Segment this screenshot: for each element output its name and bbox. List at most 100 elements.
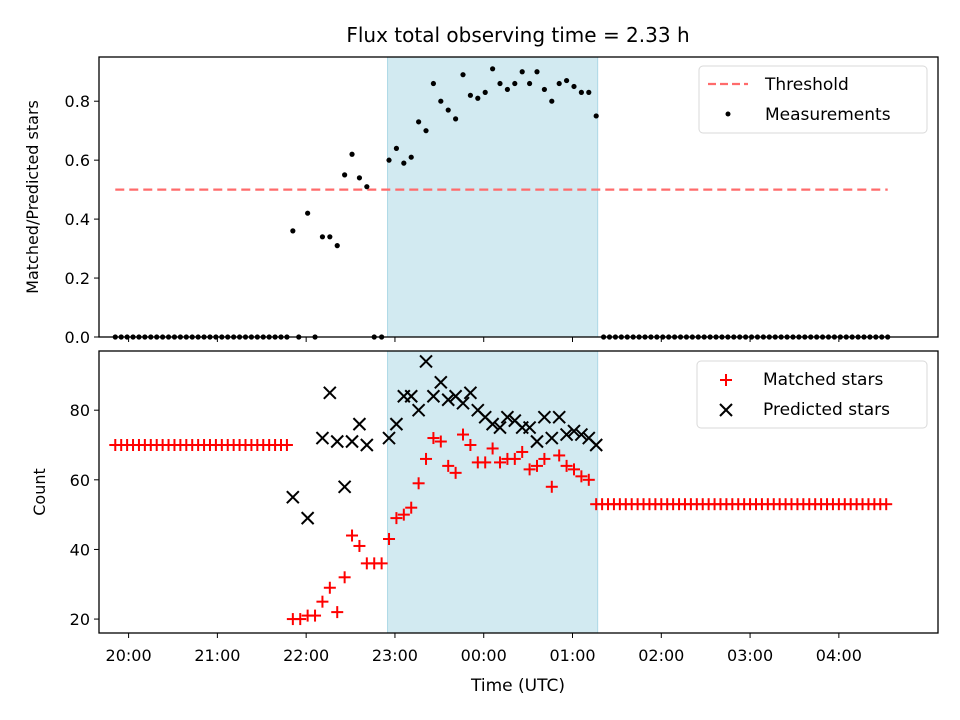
matched-stars-point: [464, 439, 477, 451]
predicted-stars-point-b: [552, 410, 566, 424]
predicted-stars-point-b: [352, 417, 367, 431]
measurement-point: [401, 160, 407, 166]
predicted-stars-point: [567, 424, 581, 438]
predicted-stars-point-b: [508, 413, 522, 428]
top-plot-frame: [98, 56, 939, 338]
bottom-x-axis-ticks: 20:00 21:00 22:00 23:00 00:00 01:00 02:00 03:00…: [106, 633, 862, 665]
measurement-point: [349, 151, 355, 157]
predicted-stars-point-b: [582, 431, 596, 445]
measurement-point: [386, 157, 392, 163]
x-tick-label: 03:00: [727, 646, 773, 665]
measurement-point: [305, 210, 311, 216]
x-tick-label: 23:00: [372, 646, 418, 665]
predicted-stars-legend-swatch: [719, 403, 733, 417]
predicted-stars-point: [456, 396, 470, 410]
predicted-stars-point-b: [315, 431, 330, 445]
measurements-layer: [112, 66, 891, 340]
measurement-point: [356, 175, 363, 181]
predicted-stars-point: [559, 427, 574, 442]
matched-stars-point: [457, 428, 470, 441]
bottom-plot-frame: [98, 350, 939, 634]
matched-stars-point: [516, 445, 529, 458]
y-tick-label: 0.0: [65, 328, 90, 347]
predicted-stars-point-b: [434, 375, 448, 390]
predicted-stars-point: [537, 410, 552, 424]
top-panel: 0.00.20.40.60.8 Matched/Predicted stars …: [23, 56, 939, 347]
measurement-point: [342, 172, 348, 178]
bottom-legend-box: [696, 360, 928, 429]
predicted-stars-point-b: [574, 427, 589, 442]
predicted-stars-point: [463, 386, 478, 400]
predicted-stars-point-b: [589, 438, 603, 452]
predicted-stars-point-b: [545, 431, 559, 445]
predicted-stars-point: [360, 438, 374, 452]
y-tick-label: 0.4: [65, 210, 90, 229]
measurement-point: [526, 80, 533, 87]
top-legend: Threshold Measurements: [698, 65, 928, 134]
predicted-stars-point: [441, 393, 455, 407]
predicted-stars-point: [411, 403, 426, 417]
predicted-stars-point-b: [337, 480, 352, 494]
counts-layer: [109, 354, 893, 626]
y-tick-label: 20: [70, 610, 90, 629]
matched-stars-point: [449, 466, 462, 479]
measurement-point: [423, 128, 429, 134]
predicted-stars-point: [574, 427, 589, 442]
measurement-point: [430, 80, 437, 87]
x-tick-label: 04:00: [816, 646, 862, 665]
predicted-stars-point: [545, 431, 559, 445]
predicted-stars-point: [485, 417, 500, 431]
matched-stars-point: [412, 477, 425, 490]
matched-stars-point: [383, 533, 396, 545]
measurement-point: [438, 98, 444, 104]
predicted-stars-point: [300, 511, 315, 525]
measurement-point: [290, 228, 296, 234]
predicted-stars-point-b: [463, 386, 478, 400]
matched-stars-legend-swatch: [720, 374, 732, 386]
y-tick-label: 0.6: [65, 151, 90, 170]
matched-stars-point: [316, 595, 329, 608]
matched-stars-point: [405, 501, 418, 514]
predicted-stars-legend-label: Predicted stars: [763, 400, 890, 420]
top-legend-box: [698, 65, 928, 134]
measurement-point: [445, 107, 451, 113]
measurement-point: [467, 92, 474, 98]
predicted-stars-point: [589, 438, 603, 452]
predicted-stars-point-b: [478, 410, 492, 424]
matched-stars-point: [434, 435, 447, 448]
predicted-stars-point-b: [411, 403, 426, 417]
predicted-stars-point-b: [530, 434, 544, 449]
matched-stars-point: [397, 508, 410, 521]
top-x-axis-ticks: [128, 337, 840, 342]
matched-stars-point: [567, 463, 580, 476]
measurements-legend-swatch: [725, 111, 731, 117]
predicted-stars-point: [500, 410, 515, 424]
predicted-stars-point-b: [286, 490, 300, 504]
matched-stars-point: [427, 432, 440, 445]
predicted-stars-point-b: [330, 434, 344, 449]
measurement-point: [512, 80, 518, 87]
predicted-stars-point-b: [360, 438, 374, 452]
predicted-stars-point-b: [300, 511, 315, 525]
predicted-stars-point-b: [389, 417, 404, 431]
predicted-stars-point: [315, 431, 330, 445]
measurement-point: [563, 77, 570, 84]
measurement-point: [364, 184, 370, 190]
matched-stars-point: [346, 529, 359, 542]
predicted-stars-point-b: [567, 424, 581, 438]
predicted-stars-point: [345, 434, 359, 449]
measurement-point: [460, 72, 466, 78]
predicted-stars-point: [286, 490, 300, 504]
matched-stars-point: [280, 439, 293, 451]
predicted-stars-point-b: [382, 431, 396, 445]
top-observing-window-layer: [387, 56, 599, 338]
measurement-point: [327, 234, 333, 240]
predicted-stars-point-b: [426, 389, 441, 403]
predicted-stars-point-b: [323, 386, 337, 400]
y-tick-label: 80: [70, 401, 90, 420]
top-y-axis-ticks: 0.0 0.2 0.4 0.6 0.8: [65, 92, 99, 347]
x-tick-label: 22:00: [283, 646, 329, 665]
measurement-point: [334, 243, 340, 249]
predicted-stars-point: [530, 434, 544, 449]
